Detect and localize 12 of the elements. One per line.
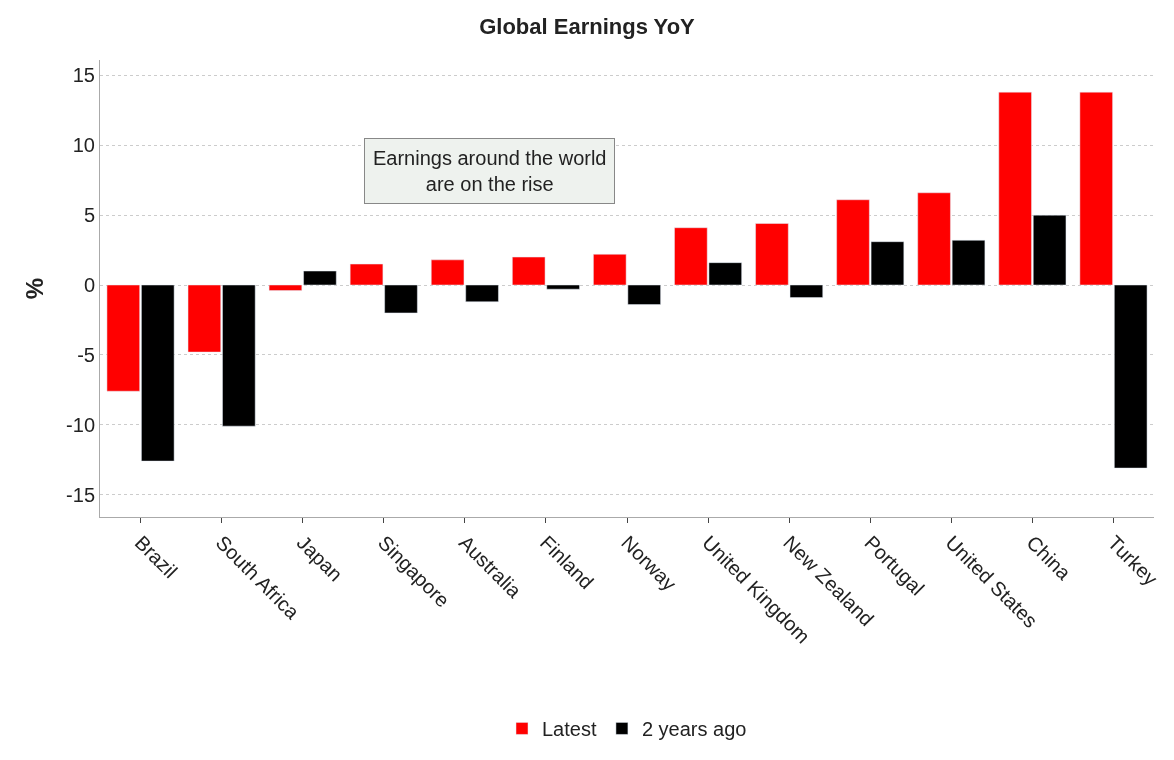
legend-label: Latest bbox=[542, 718, 597, 741]
y-tick-label: 10 bbox=[72, 134, 95, 157]
y-tick-label: -10 bbox=[66, 413, 95, 436]
y-tick-label: -15 bbox=[66, 483, 95, 506]
annotation: Earnings around the world are on the rise bbox=[373, 147, 607, 195]
y-axis-title: % bbox=[21, 277, 49, 300]
y-tick-label: -5 bbox=[77, 343, 95, 366]
y-tick-label: 0 bbox=[83, 274, 95, 297]
chart-title: Global Earnings YoY bbox=[479, 14, 696, 40]
y-tick-label: 5 bbox=[83, 204, 95, 227]
legend-label: 2 years ago bbox=[641, 718, 747, 741]
y-tick-label: 15 bbox=[72, 64, 95, 87]
